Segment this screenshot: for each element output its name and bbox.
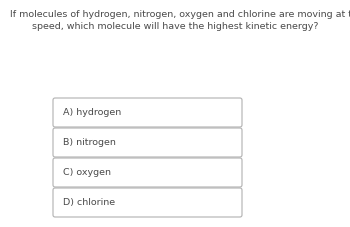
- Text: B) nitrogen: B) nitrogen: [63, 138, 116, 147]
- Text: D) chlorine: D) chlorine: [63, 198, 115, 207]
- Text: speed, which molecule will have the highest kinetic energy?: speed, which molecule will have the high…: [32, 22, 318, 31]
- FancyBboxPatch shape: [53, 98, 242, 127]
- FancyBboxPatch shape: [53, 158, 242, 187]
- Text: If molecules of hydrogen, nitrogen, oxygen and chlorine are moving at the same: If molecules of hydrogen, nitrogen, oxyg…: [10, 10, 350, 19]
- FancyBboxPatch shape: [53, 188, 242, 217]
- FancyBboxPatch shape: [53, 128, 242, 157]
- Text: A) hydrogen: A) hydrogen: [63, 108, 121, 117]
- Text: C) oxygen: C) oxygen: [63, 168, 111, 177]
